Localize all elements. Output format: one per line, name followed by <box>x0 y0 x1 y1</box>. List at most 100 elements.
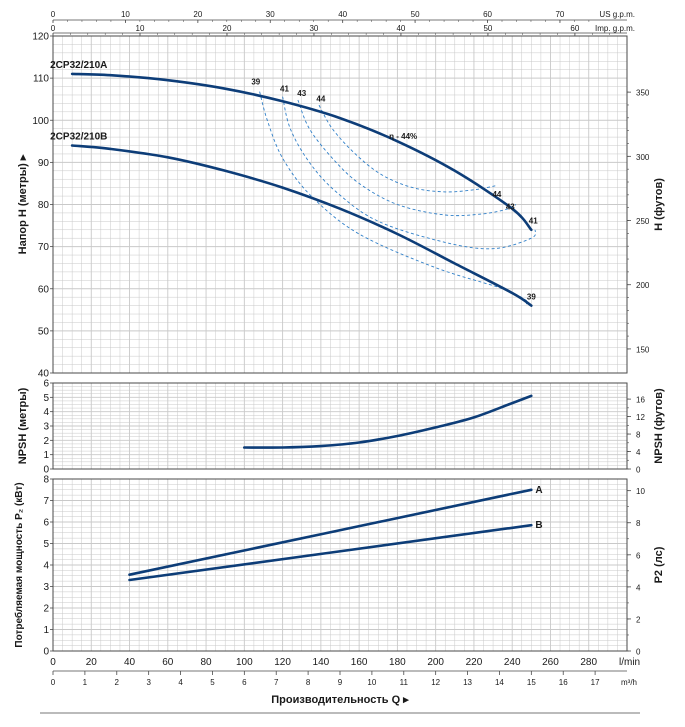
us-tick-label: 30 <box>266 10 275 19</box>
series-line-head-1 <box>70 144 533 307</box>
y-tick-label: 70 <box>38 242 50 253</box>
efficiency-label: 43 <box>506 203 515 212</box>
series-label: 2CP32/210B <box>50 132 107 143</box>
right-tick-label: 250 <box>636 217 650 226</box>
efficiency-label: η - 44% <box>389 132 417 141</box>
series-line-power-1 <box>128 523 533 582</box>
lmin-tick-label: 180 <box>389 657 406 668</box>
m3h-tick-label: 5 <box>210 678 215 687</box>
m3h-tick-label: 10 <box>367 678 376 687</box>
right-tick-label: 4 <box>636 448 641 457</box>
us-tick-label: 70 <box>555 10 564 19</box>
series-label: 2CP32/210A <box>50 60 107 71</box>
lmin-tick-label: 40 <box>124 657 136 668</box>
imp-tick-label: 50 <box>483 24 492 33</box>
right-tick-label: 10 <box>636 487 645 496</box>
y-tick-label: 1 <box>43 450 49 461</box>
lmin-tick-label: 100 <box>236 657 253 668</box>
x-axis-title: Производительность Q ▸ <box>271 694 409 706</box>
efficiency-label: 39 <box>527 292 536 301</box>
right-tick-label: 6 <box>636 551 641 560</box>
lmin-tick-label: 200 <box>427 657 444 668</box>
y-tick-label: 4 <box>43 561 49 572</box>
m3h-tick-label: 1 <box>83 678 88 687</box>
right-tick-label: 0 <box>636 466 641 475</box>
us-tick-label: 60 <box>483 10 492 19</box>
right-tick-label: 2 <box>636 615 641 624</box>
y-tick-label: 2 <box>43 436 49 447</box>
series-label: B <box>535 520 542 531</box>
imp-unit-label: Imp. g.p.m. <box>595 24 635 33</box>
right-tick-label: 300 <box>636 153 650 162</box>
y-tick-label: 6 <box>43 379 49 390</box>
y-tick-label: 0 <box>43 465 49 476</box>
m3h-tick-label: 6 <box>242 678 247 687</box>
us-tick-label: 50 <box>411 10 420 19</box>
us-tick-label: 10 <box>121 10 130 19</box>
axis-layer: 405060708090100110120150200250300350Напо… <box>13 10 665 714</box>
m3h-tick-label: 12 <box>431 678 440 687</box>
imp-tick-label: 0 <box>51 24 56 33</box>
lmin-tick-label: 20 <box>86 657 98 668</box>
imp-tick-label: 40 <box>396 24 405 33</box>
y-tick-label: 90 <box>38 158 50 169</box>
m3h-tick-label: 7 <box>274 678 279 687</box>
lmin-tick-label: 260 <box>542 657 559 668</box>
grid-layer <box>52 35 628 652</box>
imp-tick-label: 60 <box>570 24 579 33</box>
m3h-tick-label: 16 <box>559 678 568 687</box>
right-tick-label: 0 <box>636 648 641 657</box>
lmin-tick-label: 0 <box>50 657 56 668</box>
efficiency-curve-43 <box>297 99 517 217</box>
y-axis-label-power: Потребляемая мощность P₂ (кВт) <box>13 482 25 647</box>
efficiency-curves <box>259 91 537 305</box>
us-tick-label: 0 <box>51 10 56 19</box>
series-line-power-0 <box>128 488 533 576</box>
y-tick-label: 5 <box>43 393 49 404</box>
m3h-unit-label: m³/h <box>621 678 637 687</box>
m3h-tick-label: 11 <box>400 678 409 687</box>
right-tick-label: 200 <box>636 281 650 290</box>
y-axis-right-label-npsh: NPSH (футов) <box>653 388 665 464</box>
y-tick-label: 120 <box>32 32 49 43</box>
lmin-tick-label: 60 <box>162 657 174 668</box>
efficiency-label: 43 <box>297 89 306 98</box>
y-tick-label: 3 <box>43 422 49 433</box>
y-tick-label: 1 <box>43 625 49 636</box>
lmin-tick-label: 280 <box>580 657 597 668</box>
m3h-tick-label: 15 <box>527 678 536 687</box>
series-line-head-0 <box>70 72 533 232</box>
y-tick-label: 2 <box>43 604 49 615</box>
lmin-tick-label: 220 <box>466 657 483 668</box>
efficiency-label: 41 <box>529 216 538 225</box>
right-tick-label: 8 <box>636 431 641 440</box>
y-axis-right-label-head: H (футов) <box>653 178 665 231</box>
m3h-tick-label: 3 <box>146 678 151 687</box>
m3h-tick-label: 8 <box>306 678 311 687</box>
series-line-npsh-0 <box>243 394 533 449</box>
y-tick-label: 40 <box>38 369 50 380</box>
y-tick-label: 60 <box>38 284 50 295</box>
imp-tick-label: 10 <box>136 24 145 33</box>
y-tick-label: 110 <box>33 74 49 85</box>
right-tick-label: 16 <box>636 396 645 405</box>
y-tick-label: 5 <box>43 539 49 550</box>
y-tick-label: 7 <box>43 496 49 507</box>
efficiency-label: 41 <box>280 85 289 94</box>
m3h-tick-label: 2 <box>115 678 120 687</box>
efficiency-label: 44 <box>316 94 325 103</box>
right-tick-label: 12 <box>636 413 645 422</box>
lmin-tick-label: 120 <box>274 657 291 668</box>
lmin-tick-label: 80 <box>201 657 213 668</box>
y-axis-label-npsh: NPSH (метры) <box>17 387 29 464</box>
y-tick-label: 3 <box>43 582 49 593</box>
y-tick-label: 100 <box>32 116 49 127</box>
lmin-unit-label: l/min <box>619 657 640 668</box>
m3h-tick-label: 14 <box>495 678 504 687</box>
lmin-tick-label: 240 <box>504 657 521 668</box>
m3h-tick-label: 9 <box>338 678 343 687</box>
y-tick-label: 4 <box>43 407 49 418</box>
imp-tick-label: 20 <box>223 24 232 33</box>
right-tick-label: 150 <box>636 345 650 354</box>
